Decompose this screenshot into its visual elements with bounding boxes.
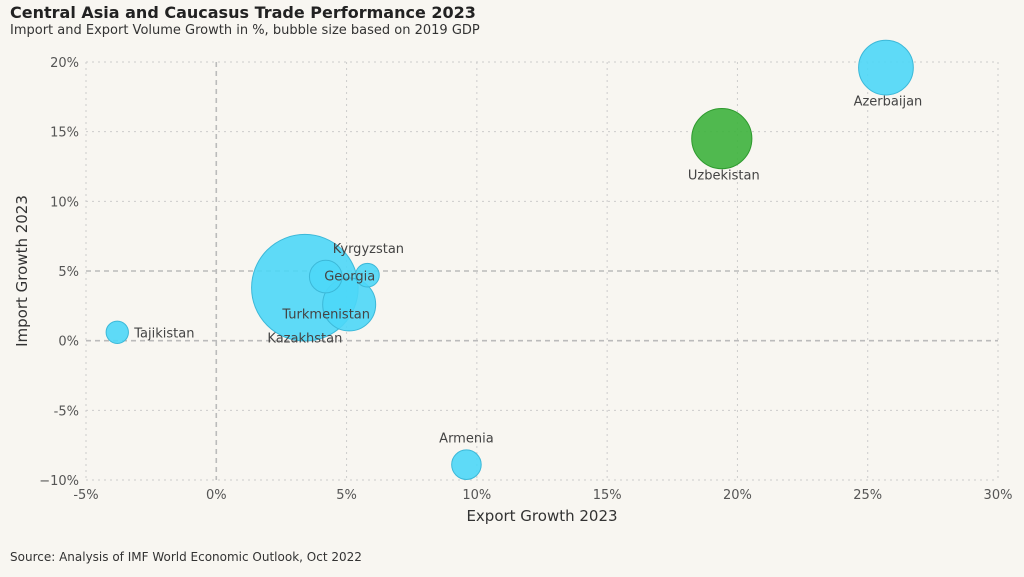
bubble-label-armenia: Armenia	[439, 432, 494, 447]
bubble-azerbaijan	[858, 39, 914, 96]
y-tick-label: 5%	[58, 265, 79, 280]
y-tick-label: 0%	[58, 335, 79, 350]
bubble-label-georgia: Georgia	[324, 270, 375, 285]
y-tick-label: 20%	[50, 56, 79, 71]
x-tick-label: 30%	[984, 488, 1013, 503]
bubble-turkmenistan	[322, 277, 377, 332]
x-tick-label: 5%	[336, 488, 357, 503]
x-tick-label: 20%	[723, 488, 752, 503]
bubble-label-kyrgyzstan: Kyrgyzstan	[333, 242, 404, 257]
bubble-label-tajikistan: Tajikistan	[133, 326, 194, 341]
bubble-armenia	[451, 449, 482, 480]
bubble-kyrgyzstan	[355, 262, 380, 288]
y-tick-label: 15%	[50, 126, 79, 141]
chart-title: Central Asia and Caucasus Trade Performa…	[10, 3, 476, 22]
bubble-label-turkmenistan: Turkmenistan	[281, 307, 370, 322]
y-tick-label: 10%	[50, 195, 79, 210]
axes: -5% 0% 5% 10% 15% 20% 25% 30%−10%-5%0%5%10%15%2…	[13, 56, 1012, 525]
gridlines	[85, 61, 999, 481]
x-tick-label: 0%	[206, 488, 227, 503]
source-note: Source: Analysis of IMF World Economic O…	[10, 550, 362, 564]
bubble-tajikistan	[105, 320, 129, 344]
bubble-uzbekistan	[691, 108, 753, 170]
bubble-label-kazakhstan: Kazakhstan	[267, 332, 342, 347]
chart-subtitle: Import and Export Volume Growth in %, bu…	[10, 23, 480, 38]
x-axis-title: Export Growth 2023	[466, 507, 617, 525]
y-tick-label: -5%	[54, 404, 79, 419]
bubble-labels: Kazakhstan Azerbaijan Uzbekistan Georgia Tur…	[133, 95, 922, 447]
bubbles	[105, 39, 914, 480]
bubble-label-azerbaijan: Azerbaijan	[854, 95, 923, 110]
y-axis-title: Import Growth 2023	[13, 195, 31, 347]
y-tick-label: −10%	[39, 474, 79, 489]
x-tick-label: 25%	[853, 488, 882, 503]
bubble-georgia	[308, 259, 343, 294]
bubble-label-uzbekistan: Uzbekistan	[688, 169, 760, 184]
x-tick-label: 10%	[462, 488, 491, 503]
x-tick-label: 15%	[593, 488, 622, 503]
x-tick-label: -5%	[73, 488, 98, 503]
